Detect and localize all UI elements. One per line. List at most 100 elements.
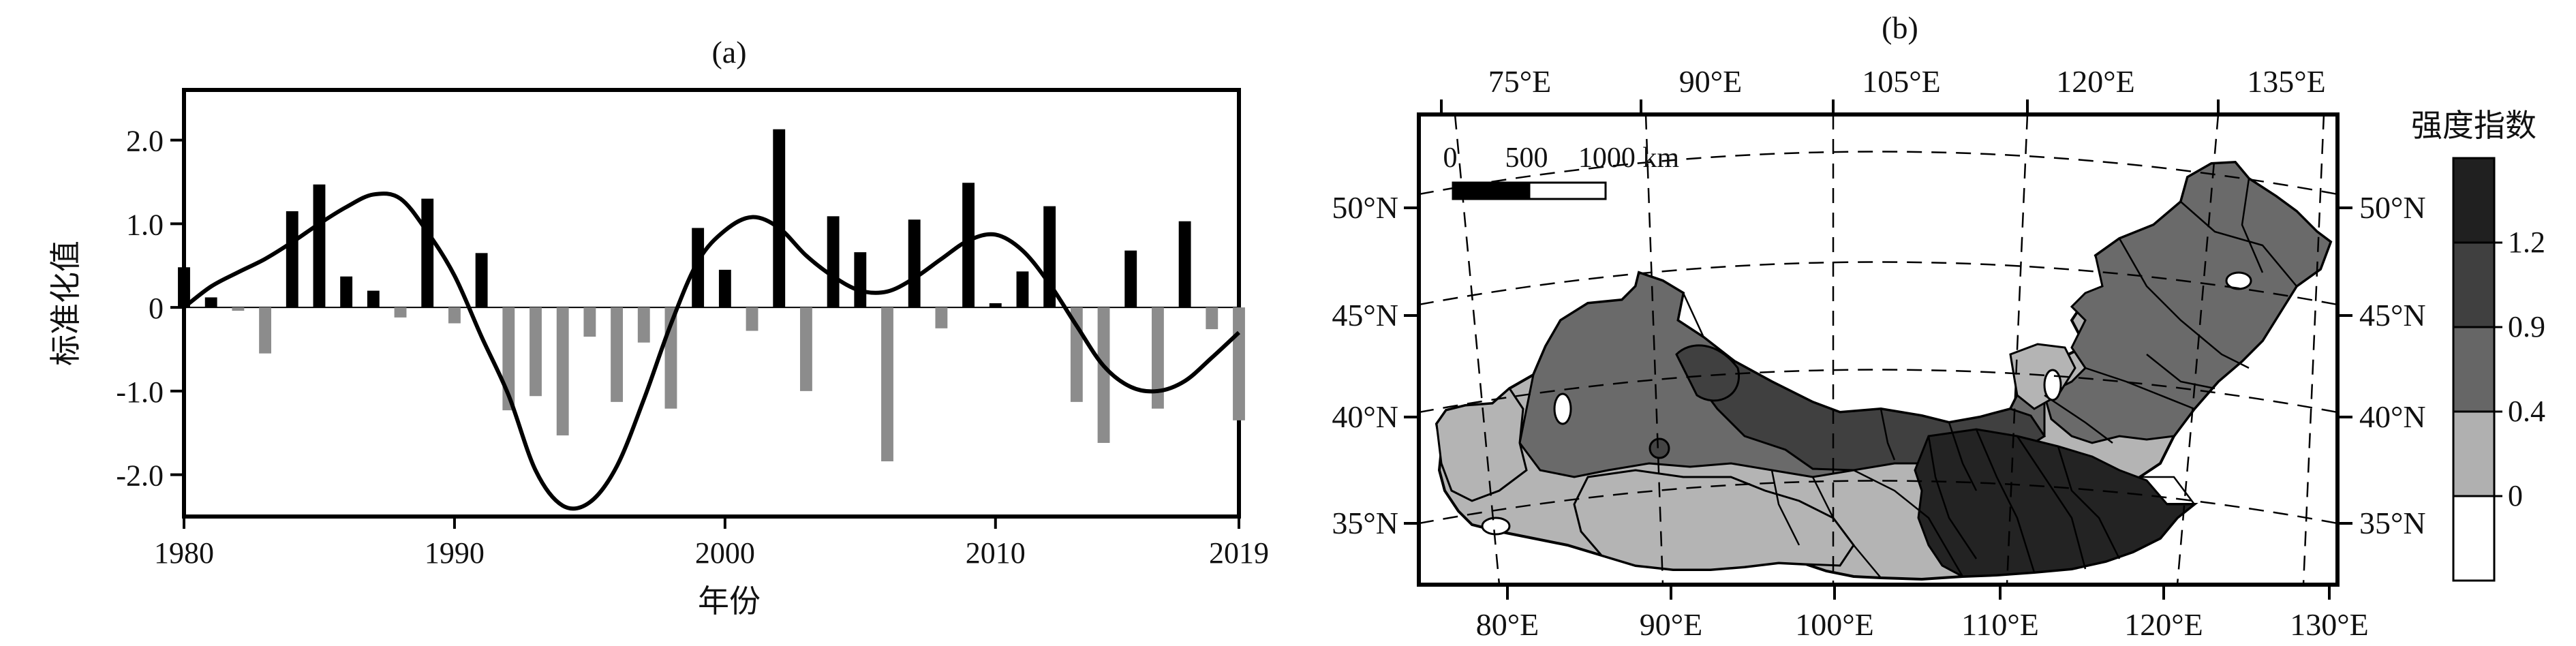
bar bbox=[1233, 307, 1245, 420]
colorbar-tick-label: 0 bbox=[2508, 479, 2523, 512]
bar bbox=[1206, 307, 1218, 330]
scale-bar-label: 0 bbox=[1443, 142, 1458, 174]
lon-label-top: 135°E bbox=[2247, 64, 2326, 99]
region-dark-dot bbox=[1649, 437, 1670, 459]
lat-label-right: 50°N bbox=[2359, 190, 2426, 225]
lat-label-right: 35°N bbox=[2359, 506, 2426, 540]
bar bbox=[1097, 307, 1110, 443]
y-tick-label: 2.0 bbox=[126, 125, 164, 158]
x-tick-label: 1980 bbox=[154, 536, 214, 570]
lon-label-top: 75°E bbox=[1488, 64, 1552, 99]
colorbar-tick-label: 1.2 bbox=[2508, 226, 2545, 259]
lon-label-bottom: 90°E bbox=[1640, 607, 1703, 642]
lon-label-bottom: 80°E bbox=[1476, 607, 1539, 642]
bar bbox=[908, 219, 921, 308]
map-content bbox=[1419, 114, 2337, 585]
lat-label-left: 35°N bbox=[1332, 506, 1398, 540]
bar bbox=[827, 216, 840, 308]
scale-bar-label: 1000 km bbox=[1578, 142, 1680, 174]
bar bbox=[611, 307, 624, 402]
smooth-curve bbox=[183, 191, 1241, 511]
panel-a-y-axis-label: 标准化值 bbox=[47, 241, 84, 366]
bar bbox=[718, 269, 731, 308]
lon-label-top: 120°E bbox=[2056, 64, 2135, 99]
map-left-lat-labels: 50°N 45°N 40°N 35°N bbox=[1332, 190, 1398, 540]
bar bbox=[962, 183, 975, 308]
bar bbox=[1124, 250, 1137, 308]
colorbar-swatch bbox=[2452, 326, 2496, 413]
bar bbox=[367, 290, 380, 308]
colorbar: 强度指数 1.2 0.9 0.4 0 bbox=[2411, 107, 2545, 582]
panel-a-x-ticks: 1980 1990 2000 2010 2019 bbox=[154, 517, 1269, 570]
bar bbox=[204, 297, 217, 308]
scale-bar-label: 500 bbox=[1505, 142, 1548, 174]
region-white-blob bbox=[1553, 393, 1572, 425]
bar bbox=[799, 307, 812, 391]
map-top-lon-labels: 75°E 90°E 105°E 120°E 135°E bbox=[1488, 64, 2326, 99]
province-boundaries bbox=[1682, 178, 2297, 579]
region-white-blob bbox=[1481, 517, 1511, 536]
region-dark-patch bbox=[1675, 344, 1740, 402]
map-bottom-lon-labels: 80°E 90°E 100°E 110°E 120°E 130°E bbox=[1476, 607, 2369, 642]
scale-bar-segment-black bbox=[1452, 181, 1531, 200]
region-darkest-southeast bbox=[1914, 428, 2198, 578]
panel-a-x-axis-label: 年份 bbox=[698, 583, 761, 619]
region-light-southwest bbox=[1573, 469, 1855, 571]
bar bbox=[854, 252, 867, 308]
map-ticks bbox=[1404, 99, 2352, 600]
lat-label-right: 40°N bbox=[2359, 399, 2426, 434]
x-tick-label: 2010 bbox=[966, 536, 1026, 570]
colorbar-tick-label: 0.4 bbox=[2508, 395, 2545, 428]
y-tick-label: 1.0 bbox=[126, 208, 164, 241]
colorbar-tick-label: 0.9 bbox=[2508, 310, 2545, 343]
panel-a-bars bbox=[178, 129, 1245, 461]
scale-bar-segment-white bbox=[1528, 181, 1607, 200]
bar bbox=[773, 129, 786, 308]
bar bbox=[475, 253, 488, 308]
colorbar-title: 强度指数 bbox=[2411, 107, 2536, 144]
panel-a-bar-chart: (a) 2.0 1.0 0 -1.0 -2.0 1980 1990 2000 2010 2019… bbox=[47, 35, 1269, 619]
bar bbox=[1016, 271, 1029, 308]
bar bbox=[394, 307, 407, 318]
scale-bar: 0 500 1000 km bbox=[1443, 142, 1680, 200]
map-frame bbox=[1417, 112, 2340, 587]
bar bbox=[448, 307, 461, 324]
lat-label-left: 45°N bbox=[1332, 298, 1398, 333]
lat-label-left: 50°N bbox=[1332, 190, 1398, 225]
region-northeast bbox=[2043, 161, 2332, 444]
lat-label-right: 45°N bbox=[2359, 298, 2426, 333]
lon-label-bottom: 130°E bbox=[2290, 607, 2369, 642]
bar bbox=[935, 307, 948, 328]
panel-b-title: (b) bbox=[1882, 10, 1918, 45]
map-right-lat-labels: 50°N 45°N 40°N 35°N bbox=[2359, 190, 2426, 540]
bar bbox=[286, 211, 298, 308]
bar bbox=[232, 307, 245, 311]
colorbar-swatches bbox=[2452, 157, 2502, 582]
colorbar-swatch bbox=[2452, 241, 2496, 328]
colorbar-swatch bbox=[2452, 410, 2496, 497]
region-light-west bbox=[1435, 386, 1528, 502]
y-tick-label: -2.0 bbox=[116, 459, 164, 493]
colorbar-tick-labels: 1.2 0.9 0.4 0 bbox=[2508, 226, 2545, 512]
lon-label-bottom: 100°E bbox=[1795, 607, 1874, 642]
lat-label-left: 40°N bbox=[1332, 399, 1398, 434]
bar bbox=[989, 303, 1002, 308]
bar bbox=[340, 276, 353, 308]
bar bbox=[556, 307, 569, 435]
y-tick-label: -1.0 bbox=[116, 375, 164, 409]
panel-a-y-ticks: 2.0 1.0 0 -1.0 -2.0 bbox=[116, 125, 184, 493]
y-tick-label: 0 bbox=[149, 292, 164, 325]
x-tick-label: 2000 bbox=[695, 536, 755, 570]
bar bbox=[259, 307, 272, 354]
bar bbox=[637, 307, 650, 343]
graticule bbox=[1419, 114, 2337, 585]
panel-b-map: (b) bbox=[1332, 10, 2545, 642]
bar bbox=[1178, 221, 1191, 308]
panel-a-title: (a) bbox=[711, 35, 746, 70]
lon-label-top: 105°E bbox=[1862, 64, 1941, 99]
bar bbox=[881, 307, 893, 461]
bar bbox=[530, 307, 542, 397]
bar bbox=[178, 267, 190, 308]
bar bbox=[421, 198, 434, 308]
